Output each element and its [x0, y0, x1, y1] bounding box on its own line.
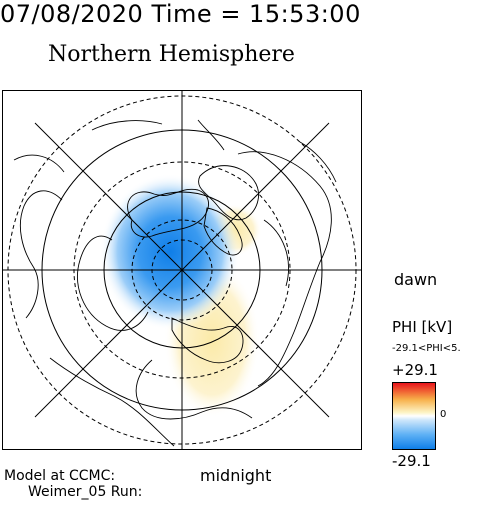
colorbar-range-text: -29.1<PHI<5.: [392, 343, 461, 354]
potential-colorbar: [392, 382, 436, 450]
hemisphere-title: Northern Hemisphere: [48, 42, 295, 67]
negative-potential-cell: [100, 174, 240, 330]
run-credit: Weimer_05 Run:: [28, 484, 143, 500]
midnight-label: midnight: [200, 466, 272, 485]
meridian-line: [34, 122, 330, 418]
datetime-header: 07/08/2020 Time = 15:53:00: [0, 0, 361, 28]
colorbar-min-label: -29.1: [392, 452, 431, 470]
continent-outlines: [13, 119, 337, 447]
colorbar-quantity-label: PHI [kV]: [392, 318, 453, 336]
colorbar-zero-label: 0: [440, 409, 447, 420]
dawn-label: dawn: [394, 270, 438, 289]
model-credit: Model at CCMC:: [4, 468, 116, 484]
map-frame: [2, 90, 362, 450]
colorbar-max-label: +29.1: [392, 361, 438, 379]
polar-potential-map: [2, 90, 362, 450]
